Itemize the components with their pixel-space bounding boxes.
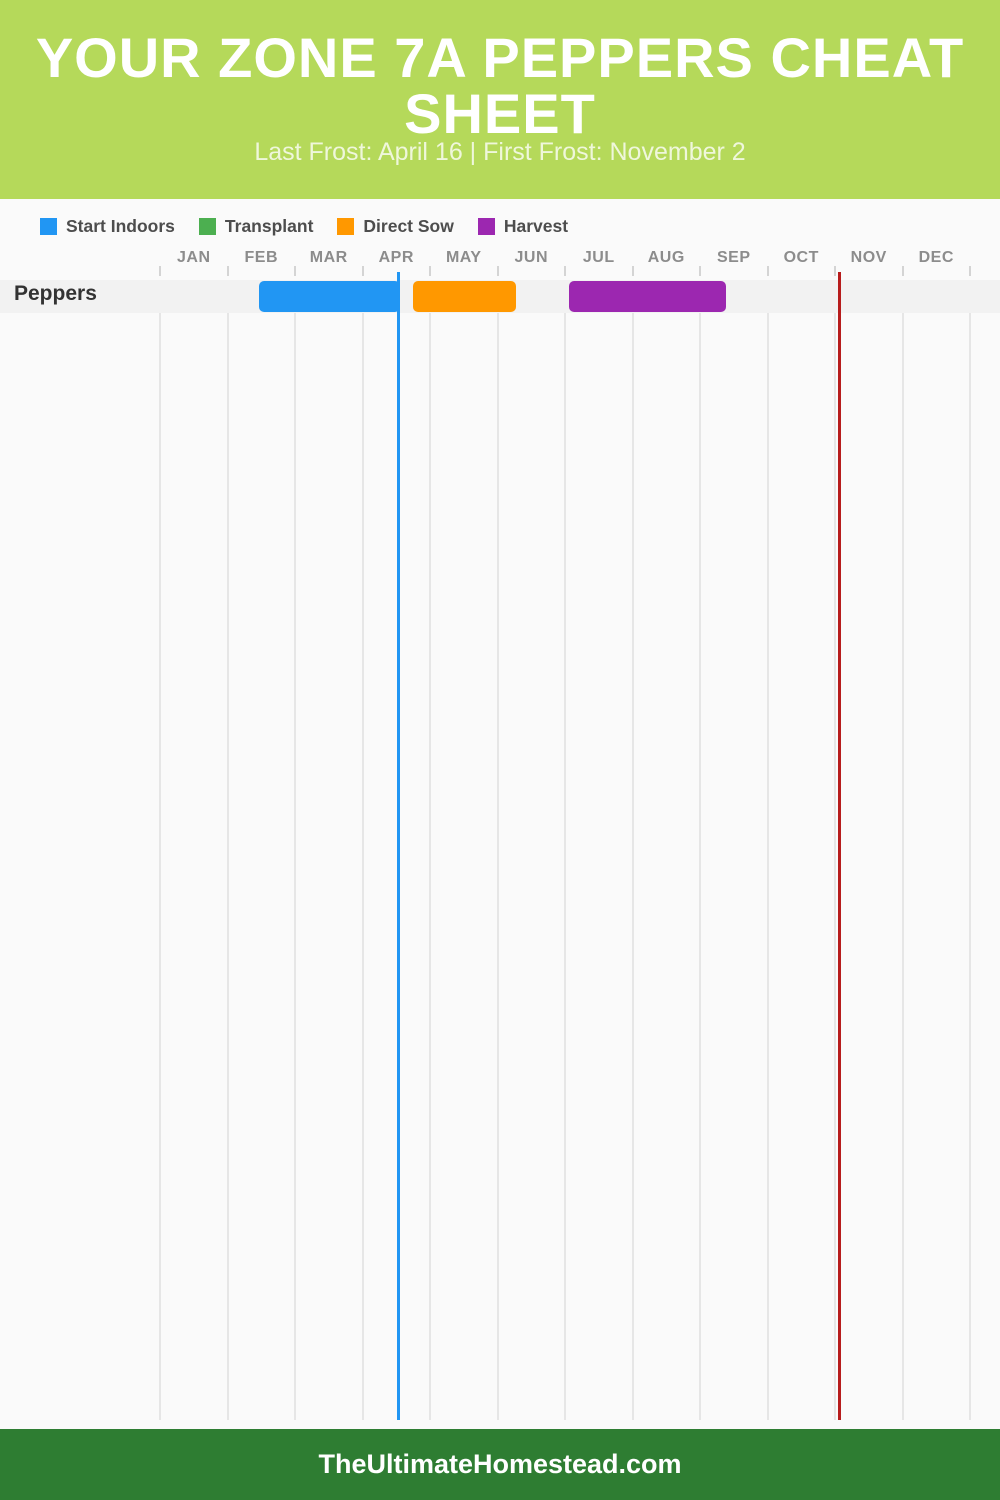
bar-start-indoors <box>259 281 400 312</box>
legend-item-label: Harvest <box>503 216 569 236</box>
legend-item-label: Direct Sow <box>363 216 454 236</box>
month-axis: JAN FEB MAR APR MAY JUN JUL AUG SEP OCT NOV DEC <box>160 249 970 267</box>
month-boundary-tick <box>969 266 971 276</box>
month-boundary-tick <box>631 266 634 276</box>
crop-row-label: Peppers <box>14 282 97 305</box>
month-label-nov: NOV <box>850 249 887 266</box>
website-url: TheUltimateHomestead.com <box>318 1449 682 1479</box>
frost-dates-subtitle: Last Frost: April 16 | First Frost: Nove… <box>254 138 746 166</box>
month-boundary-tick <box>699 266 701 276</box>
legend: Start Indoors Transplant Direct Sow Harvest <box>40 216 568 237</box>
legend-swatch-icon <box>198 218 216 235</box>
bar-harvest <box>569 281 727 312</box>
legend-item-start-indoors: Start Indoors <box>40 216 175 237</box>
legend-item-label: Transplant <box>224 216 314 236</box>
bar-direct-sow <box>413 281 517 312</box>
month-label-oct: OCT <box>783 249 819 266</box>
month-gridline <box>901 313 904 1420</box>
month-gridline <box>226 313 229 1420</box>
month-label-jul: JUL <box>582 249 615 266</box>
month-boundary-tick <box>429 266 431 276</box>
month-boundary-tick <box>766 266 769 276</box>
month-label-jan: JAN <box>176 249 211 266</box>
month-label-feb: FEB <box>244 249 278 266</box>
month-gridline <box>564 313 566 1420</box>
month-gridline <box>429 313 431 1420</box>
header-banner: YOUR ZONE 7A PEPPERS CHEAT SHEET Last Fr… <box>0 0 1000 199</box>
legend-item-harvest: Harvest <box>477 216 569 237</box>
month-gridline <box>699 313 701 1420</box>
month-boundary-tick <box>834 266 836 276</box>
frost-line-last-frost <box>396 272 400 1420</box>
month-boundary-tick <box>226 266 229 276</box>
month-gridline <box>361 313 364 1420</box>
month-gridline <box>969 313 971 1420</box>
page-title: YOUR ZONE 7A PEPPERS CHEAT SHEET <box>35 26 965 145</box>
legend-item-direct-sow: Direct Sow <box>337 216 454 237</box>
month-boundary-tick <box>294 266 296 276</box>
month-label-may: MAY <box>445 249 482 266</box>
month-boundary-tick <box>901 266 904 276</box>
month-label-mar: MAR <box>309 249 348 266</box>
month-gridline <box>631 313 634 1420</box>
footer-banner: TheUltimateHomestead.com <box>0 1429 1000 1500</box>
month-label-aug: AUG <box>647 249 685 266</box>
month-gridline <box>496 313 499 1420</box>
month-label-jun: JUN <box>514 249 548 266</box>
month-label-dec: DEC <box>918 249 954 266</box>
legend-swatch-icon <box>40 218 57 235</box>
month-label-apr: APR <box>378 249 414 266</box>
legend-swatch-icon <box>337 218 355 235</box>
month-label-sep: SEP <box>716 249 751 266</box>
legend-item-label: Start Indoors <box>66 216 175 236</box>
month-boundary-tick <box>361 266 364 276</box>
frost-line-first-frost <box>838 272 842 1420</box>
month-boundary-tick <box>564 266 566 276</box>
month-boundary-tick <box>496 266 499 276</box>
month-boundary-tick <box>159 266 161 276</box>
month-gridline <box>159 313 161 1420</box>
legend-swatch-icon <box>477 218 495 235</box>
legend-item-transplant: Transplant <box>198 216 314 237</box>
month-gridline <box>766 313 769 1420</box>
month-gridline <box>834 313 836 1420</box>
month-gridline <box>294 313 296 1420</box>
